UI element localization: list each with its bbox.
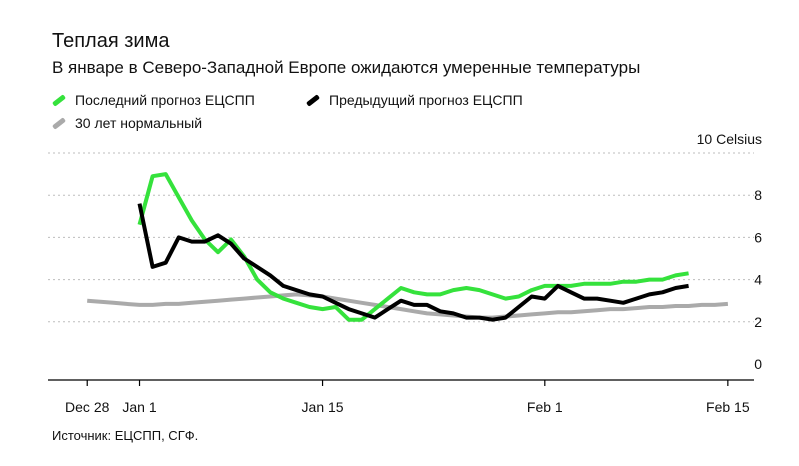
source-note: Источник: ЕЦСПП, СГФ. bbox=[52, 428, 199, 443]
legend-label-normal: 30 лет нормальный bbox=[75, 115, 203, 131]
y-tick-label-2: 2 bbox=[754, 314, 762, 330]
y-tick-label-8: 8 bbox=[754, 187, 762, 203]
legend-item-previous: Предыдущий прогноз ЕЦСПП bbox=[305, 92, 523, 108]
legend-item-normal: 30 лет нормальный bbox=[51, 115, 203, 131]
y-axis-top-label: 10 Celsius bbox=[697, 131, 762, 147]
x-tick-label-1: Jan 1 bbox=[122, 399, 156, 415]
x-tick-label-3: Feb 1 bbox=[527, 399, 563, 415]
chart-subtitle: В январе в Северо-Западной Европе ожидаю… bbox=[52, 58, 641, 77]
x-tick-label-2: Jan 15 bbox=[302, 399, 344, 415]
series-line-1 bbox=[137, 172, 689, 322]
chart-title: Теплая зима bbox=[52, 30, 170, 52]
series-line-2 bbox=[137, 203, 689, 322]
legend-item-latest: Последний прогноз ЕЦСПП bbox=[51, 92, 255, 108]
y-tick-label-6: 6 bbox=[754, 229, 762, 245]
y-tick-label-4: 4 bbox=[754, 272, 762, 288]
x-tick-label-0: Dec 28 bbox=[65, 399, 110, 415]
y-tick-label-0: 0 bbox=[754, 356, 762, 372]
x-tick-label-4: Feb 15 bbox=[706, 399, 750, 415]
legend-label-previous: Предыдущий прогноз ЕЦСПП bbox=[329, 92, 523, 108]
legend-label-latest: Последний прогноз ЕЦСПП bbox=[75, 92, 255, 108]
series-line-0 bbox=[87, 292, 729, 320]
